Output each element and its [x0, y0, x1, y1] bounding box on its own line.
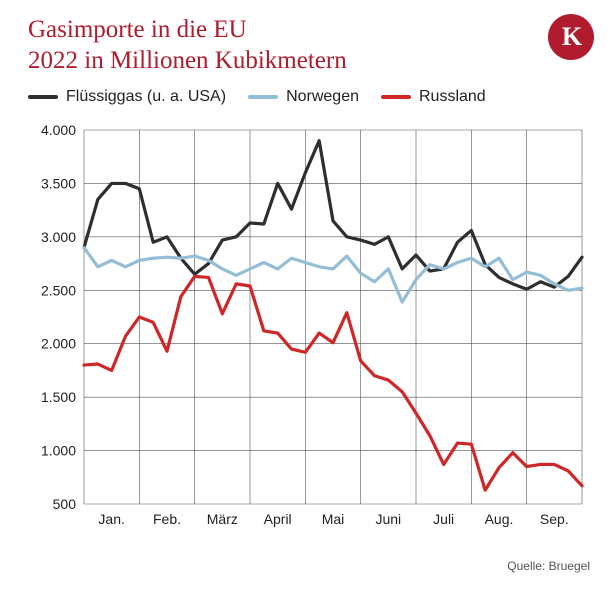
legend: Flüssiggas (u. a. USA) Norwegen Russland — [28, 88, 486, 106]
x-tick-label: Mai — [322, 511, 345, 527]
source-name: Bruegel — [549, 559, 590, 573]
y-tick-label: 3.500 — [41, 175, 76, 191]
y-tick-label: 1.500 — [41, 389, 76, 405]
y-tick-label: 1.000 — [41, 443, 76, 459]
series-norwegen — [84, 248, 582, 302]
legend-label-norwegen: Norwegen — [286, 88, 359, 106]
x-tick-label: Aug. — [485, 511, 514, 527]
legend-label-russland: Russland — [419, 88, 486, 106]
x-tick-label: Sep. — [540, 511, 569, 527]
series-russland — [84, 276, 582, 490]
legend-item-russland: Russland — [381, 88, 486, 106]
y-tick-label: 4.000 — [41, 124, 76, 138]
legend-item-fluessiggas: Flüssiggas (u. a. USA) — [28, 88, 226, 106]
legend-label-fluessiggas: Flüssiggas (u. a. USA) — [66, 88, 226, 106]
x-tick-label: Juli — [433, 511, 454, 527]
y-tick-label: 3.000 — [41, 229, 76, 245]
x-tick-label: März — [207, 511, 238, 527]
x-tick-label: Feb. — [153, 511, 181, 527]
brand-badge: K — [548, 14, 594, 60]
source-prefix: Quelle: — [507, 559, 548, 573]
line-chart: 500 1.000 1.500 2.000 2.500 3.000 3.500 4.000 Ja… — [28, 124, 588, 534]
y-tick-label: 500 — [53, 496, 77, 512]
y-tick-label: 2.000 — [41, 336, 76, 352]
source-credit: Quelle: Bruegel — [507, 559, 590, 573]
legend-swatch-norwegen — [248, 95, 278, 99]
legend-swatch-fluessiggas — [28, 95, 58, 99]
x-tick-label: Juni — [375, 511, 401, 527]
x-tick-label: April — [264, 511, 292, 527]
chart-title: Gasimporte in die EU 2022 in Millionen K… — [28, 14, 347, 77]
legend-item-norwegen: Norwegen — [248, 88, 359, 106]
y-tick-label: 2.500 — [41, 282, 76, 298]
legend-swatch-russland — [381, 95, 411, 99]
x-tick-label: Jan. — [98, 511, 124, 527]
